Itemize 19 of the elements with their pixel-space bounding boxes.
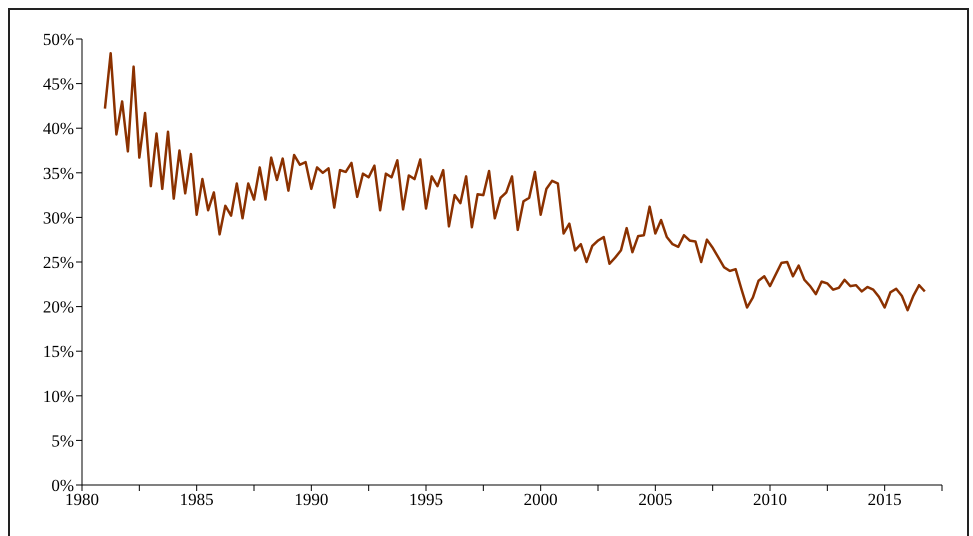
y-tick-label: 50% — [42, 30, 74, 50]
y-tick-label: 30% — [42, 208, 74, 228]
y-tick-label: 25% — [42, 253, 74, 272]
x-tick-label: 2010 — [753, 490, 787, 510]
x-tick-label: 2000 — [524, 490, 558, 510]
x-tick-label: 1980 — [65, 490, 99, 510]
x-tick-label: 2005 — [638, 490, 672, 510]
y-tick-label: 5% — [51, 431, 74, 450]
line-series — [104, 52, 926, 312]
y-tick-label: 45% — [42, 74, 74, 94]
y-tick-label: 15% — [42, 342, 74, 362]
x-tick-label: 1995 — [409, 490, 443, 510]
y-tick-label: 20% — [42, 298, 74, 317]
x-tick-label: 2015 — [868, 490, 902, 510]
x-tick-label: 1985 — [180, 490, 214, 510]
x-tick-label: 1990 — [294, 490, 328, 510]
y-tick-label: 40% — [42, 119, 74, 138]
y-tick-label: 10% — [42, 386, 74, 406]
y-tick-label: 35% — [42, 164, 74, 183]
